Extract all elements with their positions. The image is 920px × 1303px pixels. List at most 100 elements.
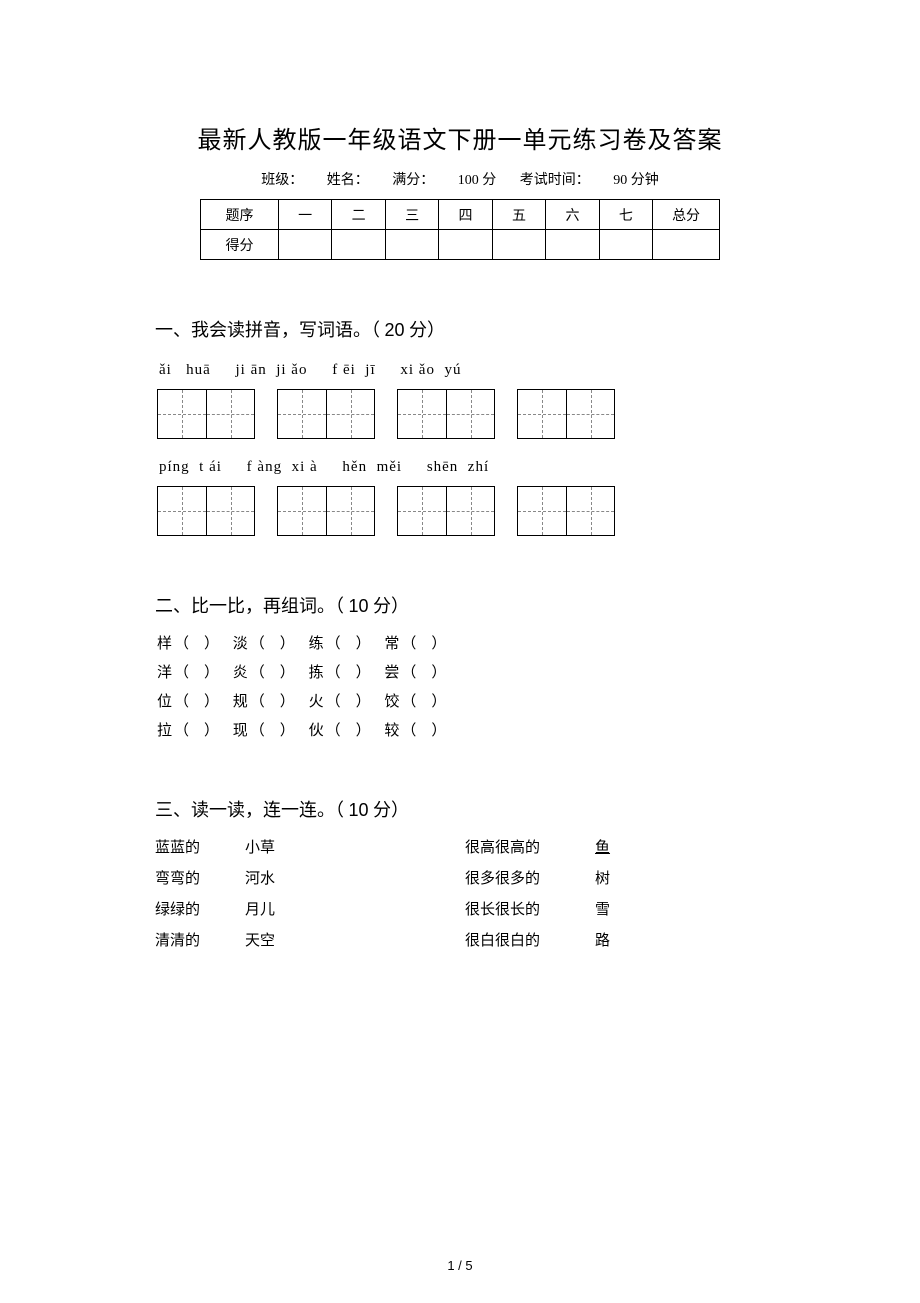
- matts-box: [206, 390, 254, 438]
- q1-text: 我会读拼音，写词语。（: [191, 320, 380, 340]
- matts-box: [326, 390, 374, 438]
- paren: （ ）: [250, 719, 295, 740]
- score-col: 七: [599, 200, 652, 230]
- time-value: 90 分钟: [613, 173, 659, 188]
- score-col: 五: [492, 200, 545, 230]
- q3-row: 绿绿的 月儿 很长很长的 雪: [155, 898, 765, 919]
- q3-row: 清清的 天空 很白很白的 路: [155, 929, 765, 950]
- q3-number: 三、: [155, 800, 191, 820]
- q3-word-b: 天空: [245, 929, 465, 950]
- matts-box: [206, 487, 254, 535]
- paren: （ ）: [326, 661, 371, 682]
- q3-word-a: 弯弯的: [155, 867, 245, 888]
- q3-word-a: 绿绿的: [155, 898, 245, 919]
- q3-text: 读一读，连一连。（: [191, 800, 344, 820]
- answer-box-pair: [517, 389, 615, 439]
- score-cell: [385, 230, 438, 260]
- answer-box-pair: [517, 486, 615, 536]
- q3-word-d: 树: [595, 867, 655, 888]
- q3-word-c: 很长很长的: [465, 898, 595, 919]
- pinyin-group: f àng xi à: [247, 459, 318, 476]
- score-total-label: 总分: [653, 200, 720, 230]
- q2-row: 拉（ ） 现（ ） 伙（ ） 较（ ）: [155, 719, 765, 740]
- q3-row: 蓝蓝的 小草 很高很高的 鱼: [155, 836, 765, 857]
- score-cell: [492, 230, 545, 260]
- q1-number: 一、: [155, 320, 191, 340]
- pinyin-group: shēn zhí: [427, 459, 489, 476]
- score-seq-label: 题序: [201, 200, 279, 230]
- answer-box-pair: [277, 486, 375, 536]
- q3-word-d: 鱼: [595, 836, 655, 857]
- fullscore-value: 100 分: [458, 173, 497, 188]
- answer-box-pair: [397, 389, 495, 439]
- q3-body: 蓝蓝的 小草 很高很高的 鱼 弯弯的 河水 很多很多的 树 绿绿的 月儿 很长很…: [155, 836, 765, 950]
- score-cell: [439, 230, 492, 260]
- q2-heading: 二、比一比，再组词。（ 10 分）: [155, 592, 765, 618]
- paren: （ ）: [174, 719, 219, 740]
- pinyin-row: ǎi huā ji ān ji ǎo f ēi jī xi ǎo yú: [155, 362, 765, 379]
- score-cell: [546, 230, 599, 260]
- paren: （ ）: [174, 690, 219, 711]
- q2-row: 位（ ） 规（ ） 火（ ） 饺（ ）: [155, 690, 765, 711]
- table-row: 得分: [201, 230, 720, 260]
- paren: （ ）: [401, 690, 446, 711]
- answer-box-pair: [397, 486, 495, 536]
- pinyin-group: f ēi jī: [332, 362, 375, 379]
- pinyin-group: píng t ái: [159, 459, 222, 476]
- q3-word-b: 小草: [245, 836, 465, 857]
- q3-word-b: 河水: [245, 867, 465, 888]
- matts-box: [446, 487, 494, 535]
- matts-box: [518, 390, 566, 438]
- score-table: 题序 一 二 三 四 五 六 七 总分 得分: [200, 199, 720, 260]
- exam-meta: 班级： 姓名： 满分： 100 分 考试时间： 90 分钟: [155, 169, 765, 189]
- paren: （ ）: [174, 632, 219, 653]
- paren: （ ）: [401, 632, 446, 653]
- matts-box: [158, 390, 206, 438]
- matts-box: [566, 487, 614, 535]
- pinyin-group: ji ān ji ǎo: [235, 362, 307, 379]
- matts-box: [278, 390, 326, 438]
- q3-word-b: 月儿: [245, 898, 465, 919]
- score-col: 二: [332, 200, 385, 230]
- score-cell: [332, 230, 385, 260]
- score-col: 四: [439, 200, 492, 230]
- score-val-label: 得分: [201, 230, 279, 260]
- matts-box: [518, 487, 566, 535]
- name-label: 姓名：: [327, 173, 369, 188]
- q2-row: 洋（ ） 炎（ ） 拣（ ） 尝（ ）: [155, 661, 765, 682]
- page-title: 最新人教版一年级语文下册一单元练习卷及答案: [155, 120, 765, 155]
- q1-points-suffix: 分）: [409, 320, 445, 340]
- matts-box: [326, 487, 374, 535]
- q3-word-c: 很多很多的: [465, 867, 595, 888]
- paren: （ ）: [250, 690, 295, 711]
- q3-row: 弯弯的 河水 很多很多的 树: [155, 867, 765, 888]
- q2-points-suffix: 分）: [373, 596, 409, 616]
- answer-box-row: [155, 486, 765, 536]
- matts-box: [446, 390, 494, 438]
- q3-word-d: 雪: [595, 898, 655, 919]
- time-label: 考试时间：: [520, 173, 590, 188]
- exam-page: 最新人教版一年级语文下册一单元练习卷及答案 班级： 姓名： 满分： 100 分 …: [0, 0, 920, 1303]
- q3-points: 10: [349, 800, 369, 820]
- q2-body: 样（ ） 淡（ ） 练（ ） 常（ ） 洋（ ） 炎（ ） 拣（ ） 尝（ ） …: [155, 632, 765, 740]
- table-row: 题序 一 二 三 四 五 六 七 总分: [201, 200, 720, 230]
- q3-word-a: 蓝蓝的: [155, 836, 245, 857]
- score-cell: [278, 230, 331, 260]
- matts-box: [278, 487, 326, 535]
- score-cell: [653, 230, 720, 260]
- paren: （ ）: [250, 632, 295, 653]
- page-number: 1 / 5: [0, 1258, 920, 1273]
- matts-box: [566, 390, 614, 438]
- pinyin-row: píng t ái f àng xi à hěn měi shēn zhí: [155, 459, 765, 476]
- score-cell: [599, 230, 652, 260]
- score-col: 六: [546, 200, 599, 230]
- paren: （ ）: [326, 632, 371, 653]
- q3-word-c: 很高很高的: [465, 836, 595, 857]
- q3-word-c: 很白很白的: [465, 929, 595, 950]
- matts-box: [398, 390, 446, 438]
- paren: （ ）: [401, 661, 446, 682]
- answer-box-pair: [157, 389, 255, 439]
- q3-heading: 三、读一读，连一连。（ 10 分）: [155, 796, 765, 822]
- paren: （ ）: [401, 719, 446, 740]
- pinyin-group: hěn měi: [342, 459, 402, 476]
